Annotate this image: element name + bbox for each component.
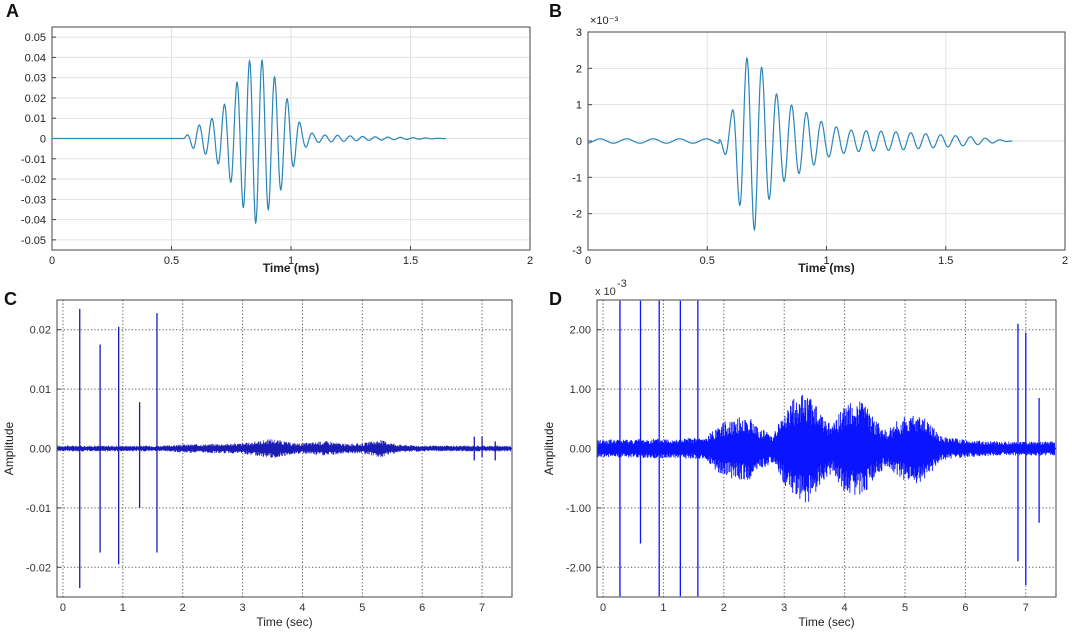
y-axis-exponent-power: -3 <box>617 278 627 290</box>
x-tick-label: 0.5 <box>164 255 179 267</box>
x-tick-label: 0 <box>49 255 55 267</box>
x-axis-label: Time (sec) <box>256 615 312 629</box>
y-tick-label: 1 <box>576 100 582 112</box>
x-tick-label: 0 <box>600 602 606 614</box>
y-tick-label: 0 <box>576 136 582 148</box>
x-tick-label: 6 <box>962 602 968 614</box>
chart-c: 0 1 2 3 4 5 6 7 0.02 0.01 0.00 -0.01 -0.02 Time (sec)… <box>2 299 513 629</box>
y-tick-label: 1.00 <box>570 384 591 396</box>
y-tick-label: 0.05 <box>25 32 46 44</box>
x-tick-label: 3 <box>781 602 787 614</box>
x-tick-label: 1 <box>660 602 666 614</box>
y-tick-label: -2.00 <box>566 562 591 574</box>
x-axis-label: Time (sec) <box>798 615 854 629</box>
x-tick-label: 2 <box>527 255 533 267</box>
y-tick-label: 0.00 <box>570 444 591 456</box>
x-tick-label: 2 <box>180 602 186 614</box>
y-tick-label: 2.00 <box>570 325 591 337</box>
chart-d: 0 1 2 3 4 5 6 7 2.00 1.00 0.00 -1.00 -2.00 Time (sec)… <box>542 278 1057 629</box>
x-axis-label: Time (ms) <box>263 261 319 275</box>
panel-label-b: B <box>549 1 562 21</box>
y-tick-label: -2 <box>572 209 582 221</box>
y-tick-label: 0.01 <box>25 113 46 125</box>
y-tick-label: -1.00 <box>566 503 591 515</box>
x-tick-label: 4 <box>299 602 305 614</box>
y-tick-label: 3 <box>576 27 582 39</box>
x-tick-label: 0 <box>60 602 66 614</box>
y-axis-label: Amplitude <box>2 422 16 476</box>
y-tick-label: -0.04 <box>21 215 46 227</box>
series-line <box>588 56 1013 232</box>
x-tick-label: 1 <box>288 255 294 267</box>
y-tick-label: -3 <box>572 245 582 257</box>
chart-b: 0 0.5 1 1.5 2 3 2 1 0 -1 -2 -3 Time (ms) ×10⁻³ <box>572 15 1068 275</box>
x-tick-label: 7 <box>479 602 485 614</box>
y-tick-label: 0.00 <box>30 444 51 456</box>
panel-label-c: C <box>4 289 17 309</box>
x-tick-label: 3 <box>240 602 246 614</box>
y-tick-label: -1 <box>572 172 582 184</box>
x-tick-label: 5 <box>359 602 365 614</box>
x-tick-label: 2 <box>721 602 727 614</box>
y-tick-label: 0.03 <box>25 73 46 85</box>
y-tick-label: -0.01 <box>26 503 51 515</box>
x-tick-label: 0.5 <box>700 255 715 267</box>
panel-label-a: A <box>6 1 19 21</box>
y-tick-label: -0.02 <box>21 174 46 186</box>
series-line <box>52 58 446 225</box>
y-axis-exponent: ×10⁻³ <box>590 15 618 27</box>
y-tick-label: 0.04 <box>25 52 46 64</box>
y-tick-label: 0 <box>40 134 46 146</box>
x-tick-label: 0 <box>585 255 591 267</box>
y-tick-label: -0.01 <box>21 154 46 166</box>
chart-a: 0 0.5 1 1.5 2 0.05 0.04 0.03 0.02 0.01 0 -0.01 -0.02… <box>21 26 533 275</box>
x-tick-label: 6 <box>419 602 425 614</box>
x-tick-label: 2 <box>1062 255 1068 267</box>
y-tick-label: -0.03 <box>21 194 46 206</box>
y-axis-label: Amplitude <box>542 422 556 476</box>
y-tick-label: 0.02 <box>30 325 51 337</box>
y-axis-exponent-base: x 10 <box>595 286 616 298</box>
x-tick-label: 1.5 <box>938 255 953 267</box>
plot-frame <box>587 31 1066 251</box>
x-tick-label: 5 <box>902 602 908 614</box>
y-tick-label: -0.05 <box>21 235 46 247</box>
x-tick-label: 1 <box>823 255 829 267</box>
y-tick-label: 2 <box>576 63 582 75</box>
x-axis-label: Time (ms) <box>798 261 854 275</box>
x-tick-label: 1.5 <box>403 255 418 267</box>
x-tick-label: 1 <box>120 602 126 614</box>
x-tick-label: 4 <box>842 602 848 614</box>
y-tick-label: 0.02 <box>25 93 46 105</box>
y-tick-label: 0.01 <box>30 384 51 396</box>
x-tick-label: 7 <box>1023 602 1029 614</box>
y-tick-label: -0.02 <box>26 562 51 574</box>
panel-label-d: D <box>549 289 562 309</box>
